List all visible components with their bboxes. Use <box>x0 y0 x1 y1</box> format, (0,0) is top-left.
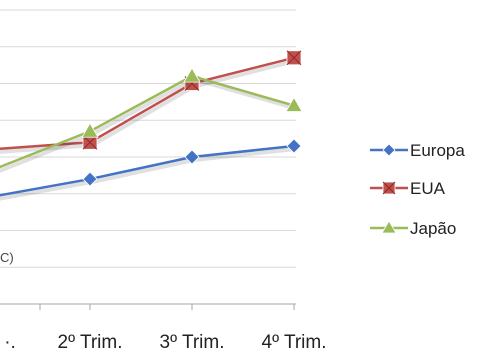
series-shadow <box>0 146 297 201</box>
x-tick-label: 4º Trim. <box>262 332 327 353</box>
x-tick-label: ·. <box>4 332 16 353</box>
series-line <box>0 74 295 169</box>
diamond-marker <box>286 138 302 154</box>
series-line <box>0 144 295 197</box>
series-japão <box>0 67 303 173</box>
legend: Europa EUA Japão <box>370 141 465 238</box>
triangle-marker <box>285 96 303 112</box>
x-axis <box>0 303 296 310</box>
legend-label: Japão <box>410 219 456 238</box>
legend-label: EUA <box>410 179 446 198</box>
diamond-marker <box>382 143 396 157</box>
series-line <box>0 56 295 151</box>
series-europa <box>0 138 302 201</box>
triangle-marker <box>81 122 99 138</box>
legend-entry: EUA <box>370 179 446 198</box>
x-tick-label: 2º Trim. <box>58 332 123 353</box>
legend-entry: Japão <box>370 219 456 238</box>
legend-entry: Europa <box>370 141 465 160</box>
series-shadow <box>0 58 297 154</box>
diamond-marker <box>184 149 200 165</box>
series-group <box>0 50 303 201</box>
triangle-marker <box>381 220 397 234</box>
series-shadow <box>0 77 297 173</box>
diamond-marker <box>82 171 98 187</box>
legend-label: Europa <box>410 141 465 160</box>
triangle-marker <box>183 67 201 83</box>
x-tick-label: 3º Trim. <box>160 332 225 353</box>
x-tick-labels: ·. 2º Trim. 3º Trim. 4º Trim. <box>4 332 326 353</box>
gridlines <box>0 9 296 268</box>
truncated-label-fragment: C) <box>0 250 14 265</box>
